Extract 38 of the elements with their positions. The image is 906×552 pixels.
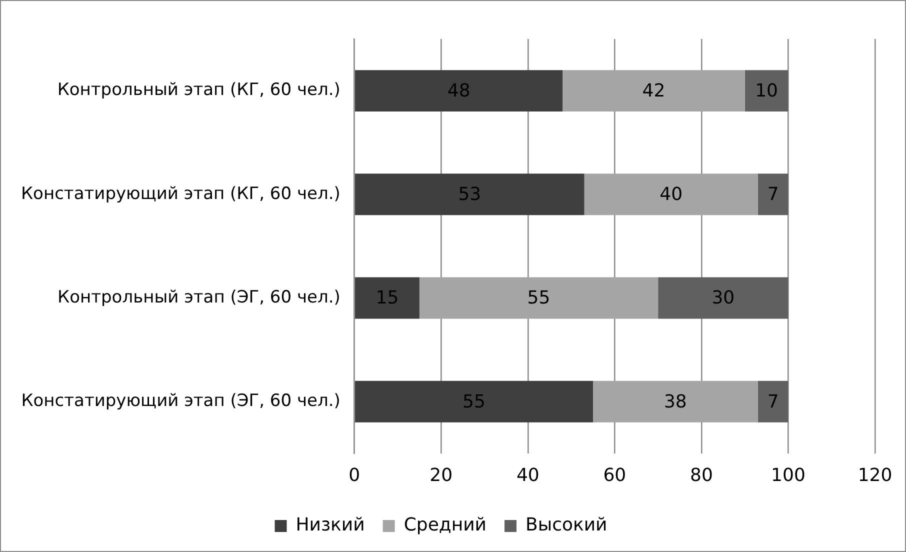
y-tick-label: Контрольный этап (КГ, 60 чел.) <box>57 80 340 100</box>
data-label: 55 <box>527 288 550 309</box>
y-tick-label: Контрольный этап (ЭГ, 60 чел.) <box>58 287 340 308</box>
data-label: 38 <box>664 391 687 412</box>
data-label: 48 <box>447 80 470 102</box>
bar <box>744 70 788 112</box>
data-label: 7 <box>767 184 779 206</box>
data-label: 7 <box>767 391 779 412</box>
bar <box>355 277 420 319</box>
x-tick-label: 60 <box>603 464 626 486</box>
legend-label: Высокий <box>526 514 608 536</box>
bar <box>355 380 593 422</box>
bar <box>562 70 745 112</box>
x-tick-label: 100 <box>771 464 806 486</box>
x-tick-label: 40 <box>516 464 540 486</box>
data-label: 30 <box>712 288 735 309</box>
bar <box>758 174 788 216</box>
bar <box>758 380 788 422</box>
bar <box>584 174 758 216</box>
x-tick-label: 0 <box>348 464 360 486</box>
legend-label: Низкий <box>296 514 365 536</box>
bar <box>355 174 584 216</box>
data-label: 42 <box>642 80 666 102</box>
bar <box>419 277 658 319</box>
bar <box>355 70 563 112</box>
x-tick-label: 120 <box>858 464 892 486</box>
bar <box>658 277 788 319</box>
x-tick-label: 20 <box>430 464 453 486</box>
legend-label: Средний <box>404 514 487 536</box>
data-label: 10 <box>755 80 778 102</box>
data-label: 53 <box>458 184 482 206</box>
data-label: 40 <box>660 184 683 206</box>
data-label: 15 <box>376 288 399 309</box>
x-tick-label: 80 <box>690 464 713 486</box>
data-label: 55 <box>462 391 486 412</box>
y-tick-label: Констатирующий этап (КГ, 60 чел.) <box>20 184 340 204</box>
y-tick-label: Констатирующий этап (ЭГ, 60 чел.) <box>21 391 340 412</box>
bar <box>592 380 758 422</box>
